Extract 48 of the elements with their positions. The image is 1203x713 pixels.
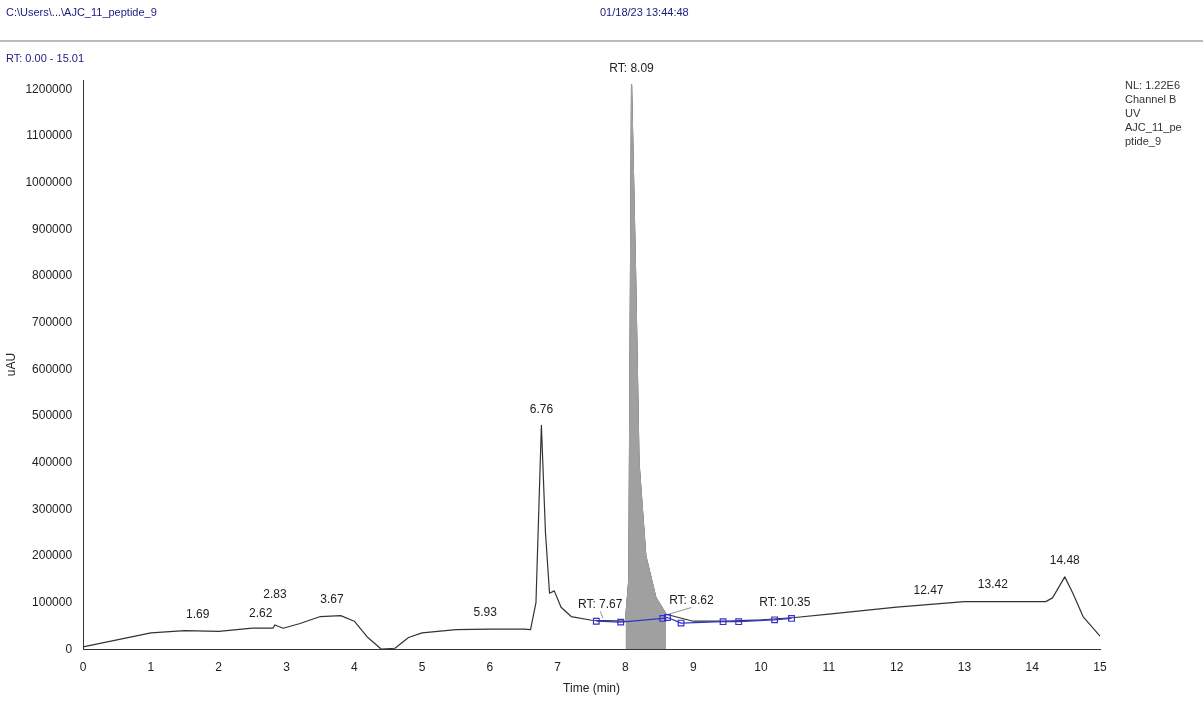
x-tick-label: 15 [1093,659,1107,674]
annotation: 5.93 [473,605,498,620]
annotation: 6.76 [529,401,554,416]
y-tick-label: 700000 [32,314,73,329]
annotation: 13.42 [977,577,1009,592]
y-tick-label: 1000000 [25,174,73,189]
y-tick-label: 1200000 [25,81,73,96]
x-tick-label: 2 [215,659,223,674]
y-tick-label: 900000 [32,221,73,236]
x-tick-label: 0 [79,659,87,674]
x-tick-label: 4 [350,659,358,674]
x-tick-label: 13 [957,659,972,674]
x-tick-label: 5 [418,659,426,674]
text: NL: 1.22E6 Channel B UV AJC_11_peptide_9 [1125,78,1183,148]
x-axis-title: Time (min) [563,681,620,696]
y-axis-title: uAU [3,352,18,377]
chart-subtitle: 01/18/23 13:44:48 [600,6,689,18]
x-tick-label: 10 [754,659,769,674]
x-tick-label: 14 [1025,659,1040,674]
y-tick-label: 400000 [32,454,73,469]
annotation: RT: 10.35 [759,594,811,609]
annotation: 12.47 [913,582,944,597]
annotation: 14.48 [1049,553,1081,568]
y-tick-label: 1100000 [26,128,73,143]
y-tick-label: 100000 [32,594,73,609]
annotation: 2.62 [249,605,273,620]
x-tick-label: 6 [486,659,494,674]
x-tick-label: 3 [283,659,291,674]
y-tick-label: 600000 [32,361,73,376]
annotation: 2.83 [263,587,287,602]
annotation: RT: 8.09 [609,60,655,75]
chart-title: C:\Users\...\AJC_11_peptide_9 [6,6,157,18]
y-tick-label: 200000 [32,548,73,563]
x-tick-label: 8 [622,659,630,674]
text: RT: 0.00 - 15.01 [6,52,85,64]
y-tick-label: 500000 [32,408,73,423]
x-tick-label: 7 [554,659,562,674]
annotation: RT: 7.67 [577,596,623,611]
x-tick-label: 12 [889,659,904,674]
y-tick-label: 0 [65,641,73,656]
x-tick-label: 11 [822,659,836,674]
x-tick-label: 1 [147,659,155,674]
annotation: 3.67 [320,591,344,606]
annotation: 1.69 [186,606,210,621]
y-tick-label: 800000 [32,268,73,283]
annotation: RT: 8.62 [669,592,714,607]
y-tick-label: 300000 [32,501,73,516]
x-tick-label: 9 [689,659,697,674]
